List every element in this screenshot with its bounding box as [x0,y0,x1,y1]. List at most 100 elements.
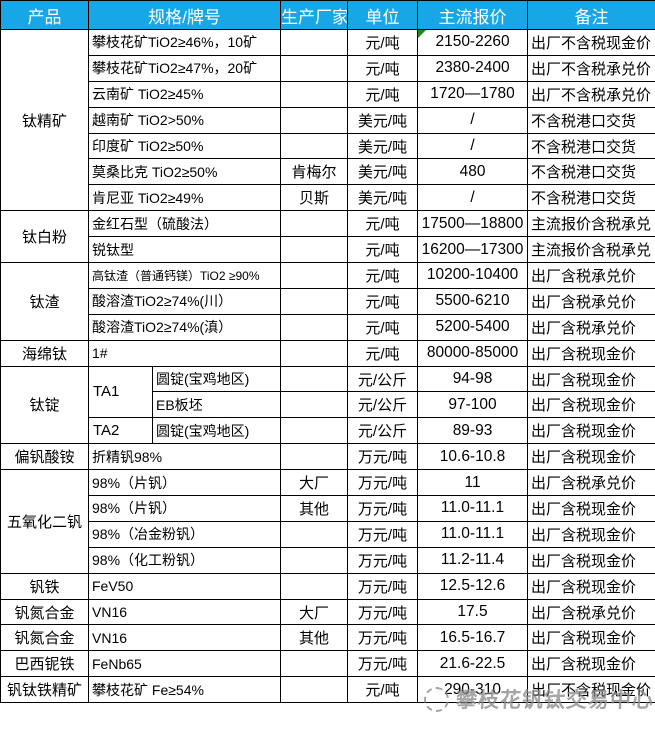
price-cell: 5200-5400 [417,313,529,341]
spec-cell: EB板坯 [151,391,282,419]
table-row: 钛白粉 金红石型（硫酸法） 元/吨 17500—18800 主流报价含税承兑 [0,210,655,264]
note-cell: 主流报价含税承兑 [527,210,655,238]
maker-cell [280,132,349,160]
maker-cell [280,417,349,445]
table-row: 越南矿 TiO2>50% 美元/吨 / 不含税港口交货 [1,106,655,134]
unit-cell: 元/公斤 [347,365,419,393]
maker-cell [280,339,349,367]
note-cell: 出厂含税承兑价 [527,598,655,626]
product-cell: 巴西铌铁 [0,650,89,678]
excel-error-flag-icon [418,30,427,38]
spec-cell: 云南矿 TiO2≥45% [87,80,282,108]
note-cell: 出厂含税现金价 [527,624,655,652]
unit-cell: 元/吨 [347,313,419,341]
unit-cell: 元/吨 [347,236,419,264]
spec-cell: 莫桑比克 TiO2≥50% [87,158,282,186]
note-cell: 出厂含税承兑价 [527,313,655,341]
maker-cell [280,520,349,548]
note-cell: 出厂含税现金价 [527,572,655,600]
unit-cell: 元/公斤 [347,391,419,419]
spec-cell: 越南矿 TiO2>50% [87,106,282,134]
product-cell: 偏钒酸铵 [0,443,89,471]
spec-cell: 攀枝花矿TiO2≥47%，20矿 [87,54,282,82]
note-cell: 不含税港口交货 [527,106,655,134]
maker-cell: 大厂 [280,598,349,626]
header-spec: 规格/牌号 [87,0,282,30]
unit-cell: 美元/吨 [347,132,419,160]
price-cell: 17.5 [417,598,529,626]
product-cell: 钒氮合金 [0,598,89,626]
product-cell: 海绵钛 [0,339,89,367]
spec-cell: 攀枝花矿TiO2≥46%，10矿 [87,29,282,56]
note-cell: 不含税港口交货 [527,158,655,186]
table-row: 钒铁 FeV50 万元/吨 12.5-12.6 出厂含税现金价 [0,572,655,600]
price-table: 产品 规格/牌号 生产厂家 单位 主流报价 备注 钛精矿 攀枝花矿TiO2≥46… [0,0,655,704]
price-cell: / [417,132,529,160]
table-row: 98%（片钒） 其他 万元/吨 11.0-11.1 出厂含税现金价 [1,495,655,522]
spec-cell: 折精钒98% [87,443,282,471]
note-cell: 出厂含税现金价 [527,443,655,471]
table-row: 酸溶渣TiO2≥74%(滇） 元/吨 5200-5400 出厂含税承兑价 [1,313,655,341]
table-row: 云南矿 TiO2≥45% 元/吨 1720—1780 出厂不含税承兑价 [1,80,655,108]
unit-cell: 元/吨 [347,339,419,367]
header-row: 产品 规格/牌号 生产厂家 单位 主流报价 备注 [0,0,655,30]
spec-cell: 98%（冶金粉钒） [87,520,282,548]
maker-cell [280,236,349,264]
spec-cell: 98%（片钒） [87,495,282,522]
spec-cell: FeV50 [87,572,282,600]
table-row: 海绵钛 1# 元/吨 80000-85000 出厂含税现金价 [0,339,655,367]
price-cell: 11.2-11.4 [417,546,529,574]
note-cell: 出厂不含税现金价 [527,676,655,704]
grade-cell: TA2 [88,417,153,445]
unit-cell: 万元/吨 [347,546,419,574]
price-cell: 11.0-11.1 [417,520,529,548]
note-cell: 出厂不含税现金价 [527,29,655,56]
note-cell: 出厂含税现金价 [527,417,655,445]
spec-cell: 金红石型（硫酸法） [87,210,282,238]
note-cell: 出厂不含税承兑价 [527,80,655,108]
price-cell: 21.6-22.5 [417,650,529,678]
price-cell: 17500—18800 [417,210,529,238]
header-unit: 单位 [347,0,419,30]
maker-cell [280,262,349,289]
table-row: 巴西铌铁 FeNb65 万元/吨 21.6-22.5 出厂含税现金价 [0,650,655,678]
spec-cell: 肯尼亚 TiO2≥49% [87,184,282,212]
table-row: TA2 圆锭(宝鸡地区) 元/公斤 89-93 出厂含税现金价 [1,417,655,445]
note-cell: 出厂含税现金价 [527,520,655,548]
maker-cell: 其他 [280,495,349,522]
price-value: 2150-2260 [435,33,510,51]
table-row: 钒氮合金 VN16 其他 万元/吨 16.5-16.7 出厂含税现金价 [0,624,655,652]
unit-cell: 万元/吨 [347,469,419,497]
maker-cell [280,572,349,600]
table-row: 钒氮合金 VN16 大厂 万元/吨 17.5 出厂含税承兑价 [0,598,655,626]
note-cell: 出厂含税承兑价 [527,469,655,497]
spec-cell: 98%（化工粉钒） [87,546,282,574]
note-cell: 出厂含税现金价 [527,391,655,419]
maker-cell [280,54,349,82]
price-cell: 80000-85000 [417,339,529,367]
table-row: 莫桑比克 TiO2≥50% 肯梅尔 美元/吨 480 不含税港口交货 [1,158,655,186]
unit-cell: 万元/吨 [347,443,419,471]
maker-cell [280,443,349,471]
spec-cell: FeNb65 [87,650,282,678]
unit-cell: 元/吨 [347,262,419,289]
unit-cell: 元/吨 [347,287,419,315]
maker-cell: 大厂 [280,469,349,497]
price-cell: 480 [417,158,529,186]
note-cell: 出厂含税现金价 [527,546,655,574]
maker-cell [280,106,349,134]
unit-cell: 元/吨 [347,210,419,238]
maker-cell [280,650,349,678]
maker-cell [280,210,349,238]
spec-cell: 圆锭(宝鸡地区) [151,417,282,445]
price-cell: 10200-10400 [417,262,529,289]
spec-cell: 98%（片钒） [87,469,282,497]
maker-cell [280,80,349,108]
price-cell: 10.6-10.8 [417,443,529,471]
note-cell: 出厂含税承兑价 [527,262,655,289]
price-cell: 89-93 [417,417,529,445]
maker-cell [280,676,349,704]
spec-cell: 圆锭(宝鸡地区) [151,365,282,393]
table-row: 钛精矿 攀枝花矿TiO2≥46%，10矿 元/吨 2150-2260 出厂不含税… [0,28,655,212]
unit-cell: 万元/吨 [347,520,419,548]
